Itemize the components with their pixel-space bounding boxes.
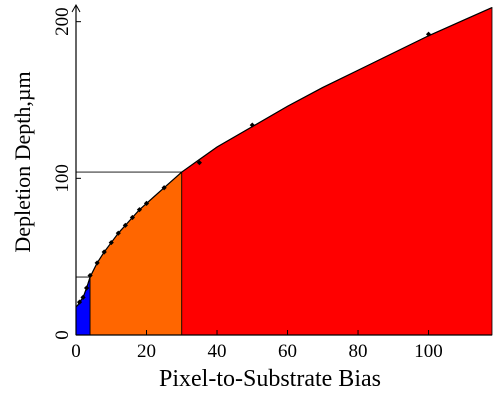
y-axis-arrow-icon	[71, 3, 81, 13]
data-point	[143, 200, 150, 206]
region-fill-3	[181, 6, 493, 336]
data-point	[101, 249, 107, 255]
y-axis-title: Depletion Depth,µm	[10, 71, 35, 252]
data-point	[115, 230, 121, 236]
y-tick-label: 0	[52, 330, 73, 340]
data-point	[83, 285, 90, 291]
data-point	[122, 222, 128, 228]
fill-regions	[75, 6, 493, 336]
data-point	[108, 239, 114, 246]
data-point	[129, 214, 136, 221]
data-markers	[76, 31, 432, 305]
data-point	[80, 294, 86, 300]
x-ticks: 0 20 40 60 80 100	[71, 330, 443, 362]
region-fill-1	[75, 276, 91, 336]
axes	[71, 3, 492, 336]
x-tick-label: 80	[349, 341, 368, 362]
data-point	[161, 185, 167, 191]
x-tick-label: 60	[278, 341, 297, 362]
x-tick-label: 100	[414, 341, 443, 362]
reference-lines	[76, 171, 182, 278]
x-axis-title: Pixel-to-Substrate Bias	[159, 366, 381, 392]
data-point	[87, 272, 93, 279]
x-tick-label: 0	[71, 341, 81, 362]
data-point	[196, 160, 202, 166]
data-point	[425, 31, 432, 37]
data-point	[136, 207, 143, 213]
data-point	[94, 260, 100, 266]
data-point	[76, 299, 83, 305]
x-tick-label: 20	[137, 341, 156, 362]
x-tick-label: 40	[208, 341, 227, 362]
y-tick-label: 100	[52, 164, 73, 193]
data-point	[249, 122, 255, 128]
y-ticks: 0 100 200	[52, 7, 81, 340]
y-tick-label: 200	[52, 7, 73, 35]
